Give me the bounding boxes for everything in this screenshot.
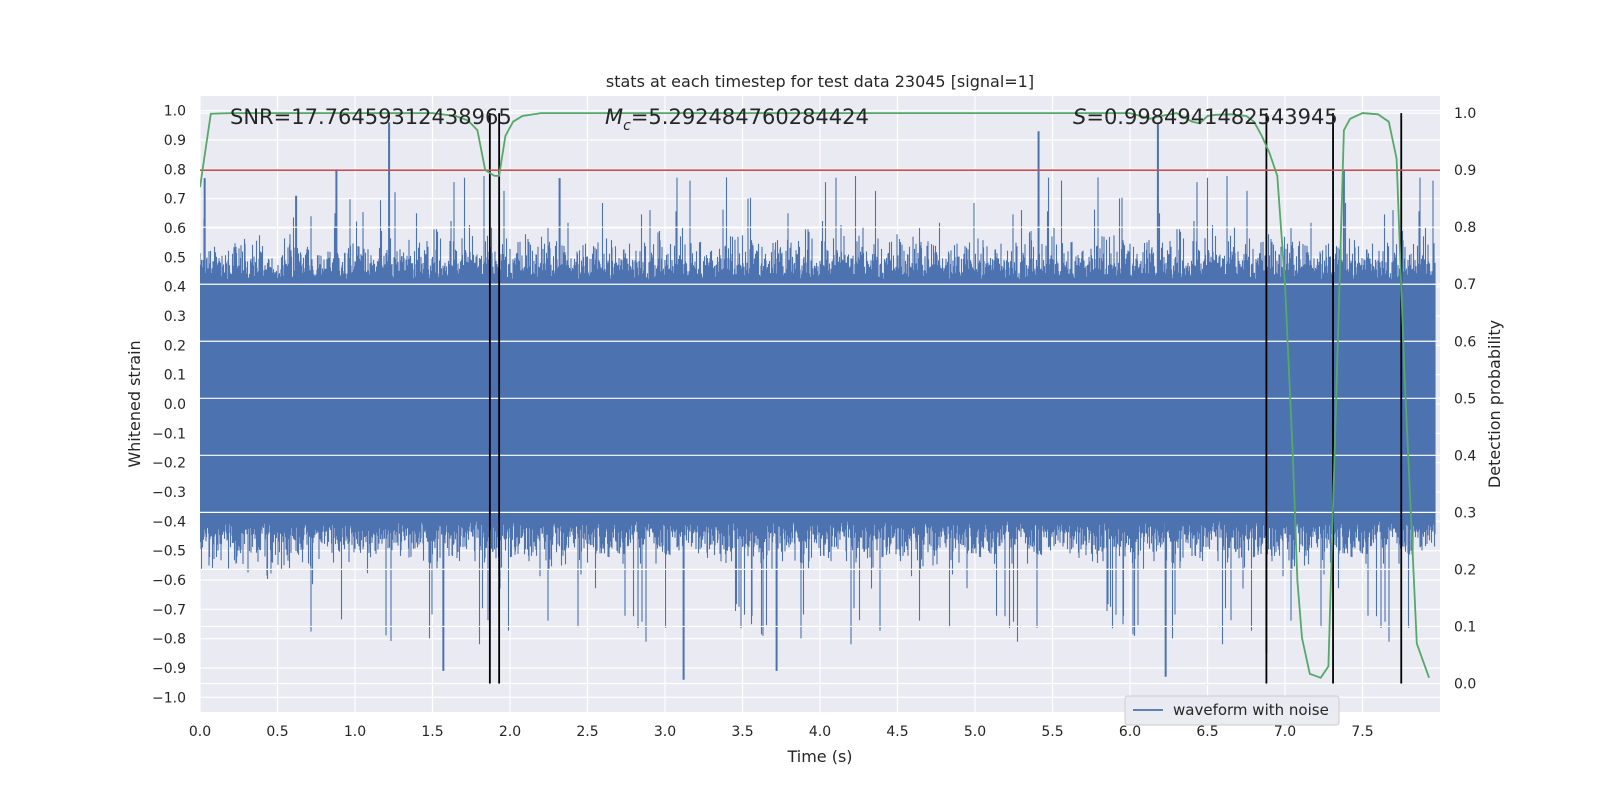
y-tick-label: −1.0 — [152, 690, 186, 706]
y-tick-label: 0.9 — [164, 133, 186, 149]
y2-tick-label: 0.0 — [1454, 676, 1476, 692]
y-tick-label: 0.5 — [164, 250, 186, 266]
x-tick-label: 5.5 — [1041, 724, 1063, 740]
y-tick-label: −0.3 — [152, 485, 186, 501]
y2-tick-label: 0.4 — [1454, 448, 1476, 464]
y2-axis-label: Detection probability — [1485, 320, 1504, 488]
y-tick-label: −0.6 — [152, 573, 186, 589]
y2-tick-label: 0.8 — [1454, 220, 1476, 236]
x-tick-label: 0.0 — [189, 724, 211, 740]
y-tick-label: −0.4 — [152, 514, 186, 530]
y2-tick-labels: 1.0 0.9 0.8 0.7 0.6 0.5 0.4 0.3 0.2 0.1 0.0 — [1454, 106, 1476, 692]
y-tick-label: −0.8 — [152, 632, 186, 648]
y-tick-label: −0.9 — [152, 661, 186, 677]
x-tick-label: 1.0 — [344, 724, 366, 740]
y-tick-label: 0.8 — [164, 162, 186, 178]
y-tick-label: 0.4 — [164, 280, 186, 296]
y2-tick-label: 0.2 — [1454, 562, 1476, 578]
x-tick-label: 7.5 — [1351, 724, 1373, 740]
y-tick-label: 0.0 — [164, 397, 186, 413]
y-tick-label: −0.5 — [152, 544, 186, 560]
x-tick-label: 5.0 — [964, 724, 986, 740]
legend-label-waveform: waveform with noise — [1173, 701, 1329, 719]
y-tick-label: −0.7 — [152, 602, 186, 618]
y-tick-label: 1.0 — [164, 104, 186, 120]
x-tick-label: 1.5 — [421, 724, 443, 740]
chirp-mass-subscript: c — [623, 118, 631, 134]
y2-tick-label: 0.6 — [1454, 334, 1476, 350]
y-tick-labels: 1.0 0.9 0.8 0.7 0.6 0.5 0.4 0.3 0.2 0.1 0.0 −0.1 −0.… — [152, 104, 186, 707]
y-tick-label: 0.2 — [164, 338, 186, 354]
y2-tick-label: 0.7 — [1454, 277, 1476, 293]
x-tick-labels: 0.0 0.5 1.0 1.5 2.0 2.5 3.0 3.5 4.0 4.5 5.0 5.5 6.0 6… — [189, 724, 1374, 740]
y2-tick-label: 0.9 — [1454, 163, 1476, 179]
y-tick-label: 0.1 — [164, 368, 186, 384]
y-axis-label: Whitened strain — [125, 340, 144, 467]
strain-trace — [200, 176, 1436, 645]
x-tick-label: 3.0 — [654, 724, 676, 740]
x-tick-label: 7.0 — [1274, 724, 1296, 740]
x-axis-label: Time (s) — [786, 747, 852, 766]
y-tick-label: 0.3 — [164, 309, 186, 325]
score-symbol: S — [1073, 105, 1086, 129]
chirp-mass-annotation: Mc=5.292484760284424 — [605, 105, 869, 134]
x-tick-label: 2.5 — [576, 724, 598, 740]
y-tick-label: −0.1 — [152, 426, 186, 442]
y2-tick-label: 0.1 — [1454, 619, 1476, 635]
chirp-mass-symbol: M — [605, 105, 623, 129]
x-tick-label: 4.0 — [809, 724, 831, 740]
x-tick-label: 3.5 — [731, 724, 753, 740]
y2-tick-label: 1.0 — [1454, 106, 1476, 122]
y2-tick-label: 0.3 — [1454, 505, 1476, 521]
x-tick-label: 0.5 — [266, 724, 288, 740]
x-tick-label: 4.5 — [886, 724, 908, 740]
x-tick-label: 2.0 — [499, 724, 521, 740]
legend-box — [1124, 695, 1340, 726]
y-tick-label: −0.2 — [152, 456, 186, 472]
chart-title: stats at each timestep for test data 230… — [606, 72, 1034, 91]
probability-line — [200, 112, 1430, 679]
y2-tick-label: 0.5 — [1454, 391, 1476, 407]
x-tick-label: 6.0 — [1119, 724, 1141, 740]
y-tick-label: 0.6 — [164, 221, 186, 237]
chirp-mass-value: =5.292484760284424 — [631, 105, 869, 129]
snr-annotation: SNR=17.76459312438965 — [230, 105, 512, 129]
x-tick-label: 6.5 — [1196, 724, 1218, 740]
score-value: =0.9984941482543945 — [1086, 105, 1337, 129]
y-tick-label: 0.7 — [164, 192, 186, 208]
legend: waveform with noise — [1124, 695, 1340, 726]
score-annotation: S=0.9984941482543945 — [1073, 105, 1338, 129]
event-marker-lines — [488, 113, 1403, 684]
